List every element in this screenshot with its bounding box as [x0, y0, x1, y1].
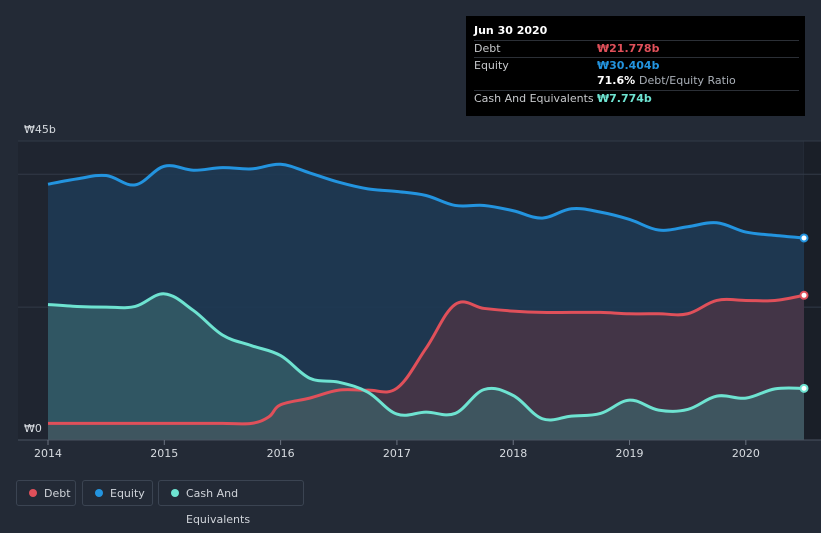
- equity-line: [47, 162, 805, 240]
- cash-area: [48, 293, 804, 440]
- legend-equity-label: Equity: [110, 487, 145, 500]
- cash-endpoint: [799, 383, 809, 393]
- x-tick-label: 2020: [732, 447, 760, 460]
- cash-legend-dot-icon: [171, 489, 179, 497]
- debt-area: [48, 295, 804, 440]
- tooltip-equity-label: Equity: [474, 59, 509, 72]
- tooltip-ratio-value: 71.6% Debt/Equity Ratio: [597, 73, 736, 89]
- future-shade: [804, 141, 821, 440]
- cash-line: [47, 292, 805, 422]
- tooltip-cash-label: Cash And Equivalents: [474, 92, 594, 105]
- tooltip-row-debt: Debt ₩21.778b: [474, 40, 799, 57]
- equity-endpoint: [799, 233, 809, 243]
- tooltip-equity-value: ₩30.404b: [597, 59, 660, 72]
- tooltip-row-equity: Equity ₩30.404b: [474, 57, 799, 74]
- legend-item-cash[interactable]: Cash And Equivalents: [158, 480, 304, 526]
- equity-legend-dot-icon: [95, 489, 103, 497]
- tooltip-row-ratio: 71.6% Debt/Equity Ratio: [474, 73, 799, 89]
- y-tick-label: ₩45b: [24, 123, 56, 136]
- x-tick-label: 2015: [150, 447, 178, 460]
- x-tick-label: 2016: [267, 447, 295, 460]
- debt-line: [48, 293, 805, 426]
- tooltip-debt-label: Debt: [474, 42, 501, 55]
- x-tick-label: 2014: [34, 447, 62, 460]
- tooltip-ratio-number: 71.6%: [597, 74, 636, 87]
- x-tick-label: 2019: [616, 447, 644, 460]
- x-tick-label: 2017: [383, 447, 411, 460]
- tooltip-cash-value: ₩7.774b: [597, 92, 652, 105]
- tooltip-date: Jun 30 2020: [474, 24, 548, 37]
- debt-legend-dot-icon: [29, 489, 37, 497]
- legend-item-debt[interactable]: Debt: [16, 480, 76, 506]
- x-tick-label: 2018: [499, 447, 527, 460]
- tooltip-ratio-label: Debt/Equity Ratio: [639, 74, 736, 87]
- tooltip-row-cash: Cash And Equivalents ₩7.774b: [474, 90, 799, 107]
- tooltip-debt-value: ₩21.778b: [597, 42, 660, 55]
- debt-endpoint: [799, 290, 809, 300]
- legend-cash-label: Cash And Equivalents: [186, 487, 251, 526]
- legend-debt-label: Debt: [44, 487, 71, 500]
- legend-item-equity[interactable]: Equity: [82, 480, 153, 506]
- y-tick-label: ₩0: [24, 422, 42, 435]
- tooltip-panel: Jun 30 2020 Debt ₩21.778b Equity ₩30.404…: [466, 16, 805, 116]
